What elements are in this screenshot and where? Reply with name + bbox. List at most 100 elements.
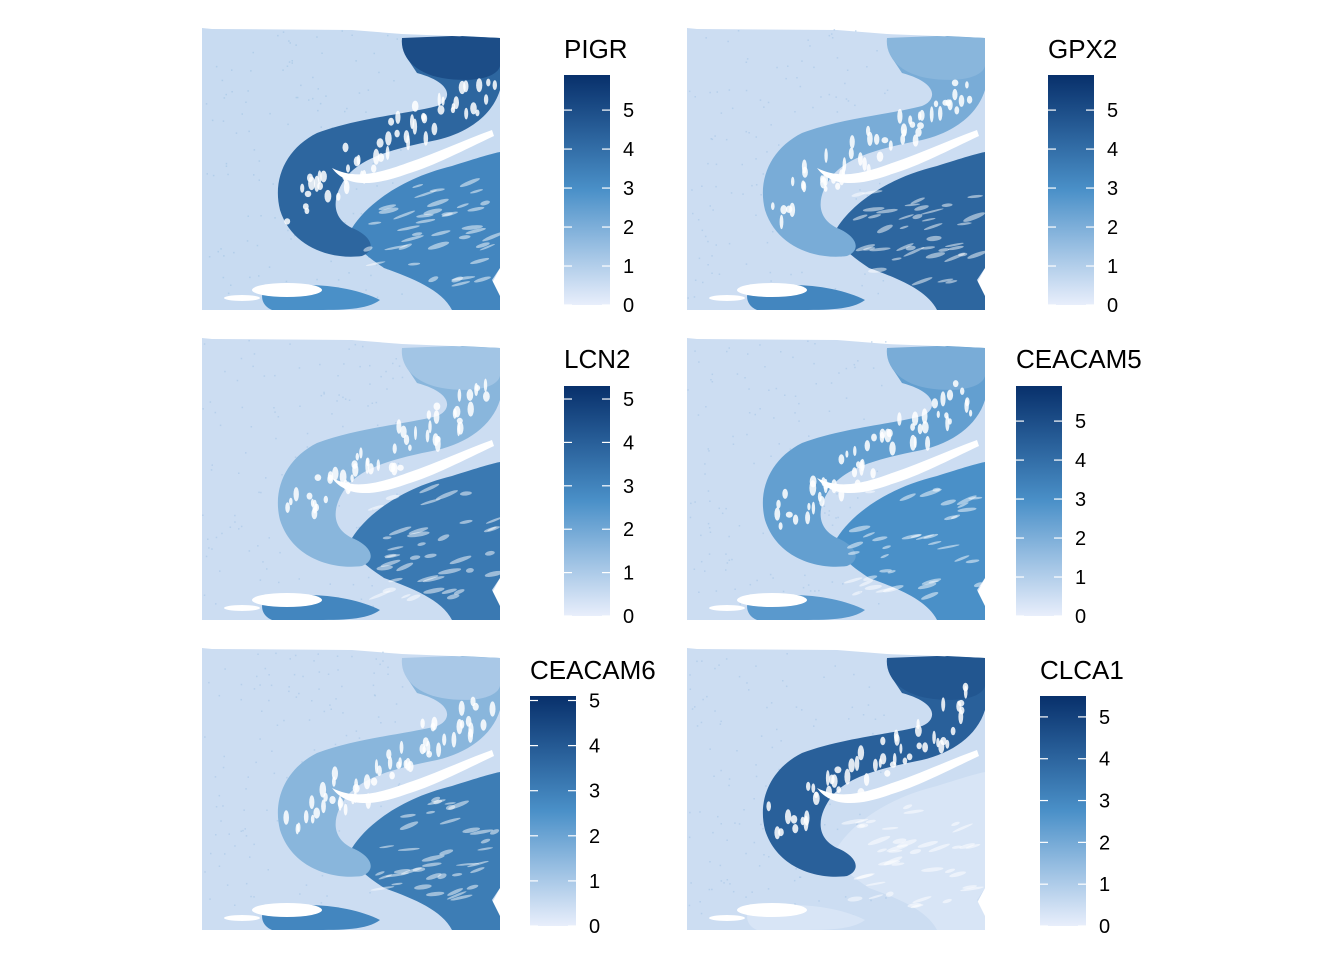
colorbar-tick-label: 1 [1099,874,1110,896]
tissue-gap [709,605,745,611]
tissue-gap [737,903,807,917]
tumor-region [352,152,500,310]
tissue-panel [687,338,985,620]
colorbar-tick-label: 2 [623,217,634,239]
crypt-texture [283,696,500,901]
tumor-region [352,772,500,930]
colorbar [1040,696,1086,926]
legend: GPX2 0 1 2 3 4 5 [1048,34,1118,317]
colorbar-tick-label: 1 [1107,256,1118,278]
colorbar-tick-label: 4 [1075,450,1086,472]
colorbar-tick-label: 3 [1075,489,1086,511]
colorbar-tick-label: 0 [1099,916,1110,938]
mucosa-top-region [886,656,985,700]
colorbar-tick-label: 2 [1107,217,1118,239]
mucosa-top-region [886,36,985,80]
colorbar-tick-label: 1 [1075,567,1086,589]
colorbar-tick-label: 1 [589,871,600,893]
legend: CEACAM6 0 1 2 3 4 5 [530,655,656,938]
crypt-texture [284,78,505,287]
tissue-gap [709,295,745,301]
legend: PIGR 0 1 2 3 4 5 [564,34,634,317]
legend-title: GPX2 [1048,34,1117,64]
tissue-panel [202,648,500,930]
legend: CLCA1 0 1 2 3 4 5 [1040,655,1124,938]
colorbar-tick-label: 3 [623,476,634,498]
mucosa-band-region [762,36,985,257]
colorbar-tick-label: 4 [623,432,634,454]
tumor-region [352,462,500,620]
mucosa-top-region [401,346,500,390]
tissue-panel [202,28,505,310]
colorbar [564,386,610,616]
colorbar-tick-label: 4 [623,139,634,161]
tissue-gap [224,915,260,921]
lumen [817,750,979,804]
legend-title: CEACAM6 [530,655,656,685]
tissue-panel [202,338,504,620]
tissue-gap [252,593,322,607]
colorbar [564,75,610,305]
mucosa-top-region [401,656,500,700]
tissue-gap [252,283,322,297]
colorbar-tick-label: 0 [623,606,634,628]
colorbar-tick-label: 2 [1099,832,1110,854]
legend: LCN2 0 1 2 3 4 5 [564,344,634,628]
colorbar-tick-label: 1 [623,256,634,278]
colorbar-tick-label: 1 [623,563,634,585]
colorbar [1048,75,1094,305]
legend-title: CEACAM5 [1016,344,1142,374]
crypt-texture [285,378,504,602]
colorbar-tick-label: 4 [589,736,600,758]
tissue-gap [224,295,260,301]
tissue-gap [737,283,807,297]
colorbar [1016,386,1062,616]
colorbar-tick-label: 5 [589,691,600,713]
tissue-panel [687,28,987,310]
colorbar-tick-label: 5 [623,389,634,411]
tissue-gap [252,903,322,917]
colorbar-tick-label: 5 [1107,100,1118,122]
mucosa-band-region [762,346,985,567]
colorbar-tick-label: 2 [589,826,600,848]
colorbar-tick-label: 5 [1099,707,1110,729]
crypt-texture [766,682,984,909]
lumen [817,130,979,184]
crypt-texture [771,79,987,286]
colorbar-tick-label: 3 [623,178,634,200]
mucosa-band-region [277,36,500,257]
colorbar-tick-label: 0 [1075,606,1086,628]
lumen [332,440,494,494]
tissue-gap [709,915,745,921]
colorbar [530,696,576,926]
tumor-region [837,152,985,310]
colorbar-tick-label: 2 [623,519,634,541]
colorbar-tick-label: 5 [1075,411,1086,433]
colorbar-tick-label: 0 [589,916,600,938]
tissue-gap [224,605,260,611]
lumen [332,750,494,804]
legend-title: PIGR [564,34,628,64]
colorbar-tick-label: 3 [589,781,600,803]
mucosa-top-region [886,346,985,390]
legend-title: CLCA1 [1040,655,1124,685]
crypt-texture [774,380,984,600]
colorbar-tick-label: 0 [623,295,634,317]
lumen [817,440,979,494]
colorbar-tick-label: 4 [1107,139,1118,161]
colorbar-tick-label: 4 [1099,749,1110,771]
colorbar-tick-label: 5 [623,100,634,122]
legend: CEACAM5 0 1 2 3 4 5 [1016,344,1142,628]
colorbar-tick-label: 2 [1075,528,1086,550]
mucosa-band-region [277,346,500,567]
legend-title: LCN2 [564,344,630,374]
tissue-gap [737,593,807,607]
tumor-region [837,772,985,930]
lumen [332,130,494,184]
tissue-panel [687,648,985,930]
colorbar-tick-label: 3 [1107,178,1118,200]
mucosa-top-region [401,36,500,80]
colorbar-tick-label: 0 [1107,295,1118,317]
colorbar-tick-label: 3 [1099,791,1110,813]
